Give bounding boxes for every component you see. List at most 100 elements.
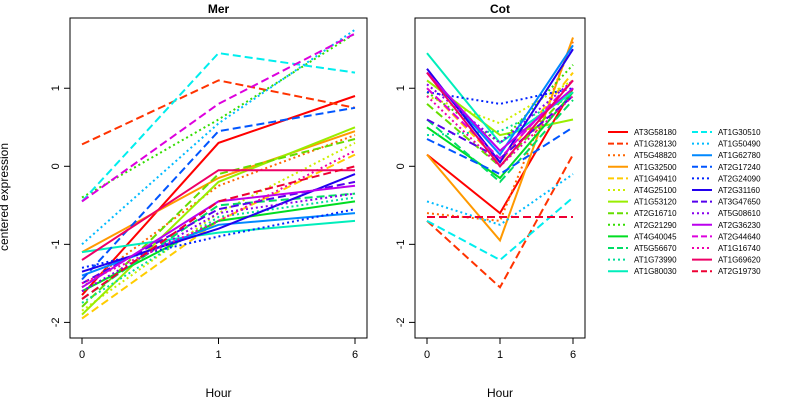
series-line-AT1G28130 [426,154,574,289]
legend-label: AT5G48820 [634,151,677,160]
legend-label: AT2G16710 [634,209,677,218]
legend-item: AT5G56670 [608,244,677,253]
y-tick-label: 0 [395,163,407,169]
legend-item: AT1G49410 [608,174,677,183]
y-tick-label: -1 [50,239,62,249]
legend-item: AT5G48820 [608,151,677,160]
series-line-AT5G48820 [81,134,356,289]
series-line-AT3G58180 [81,95,356,296]
legend-label: AT2G19730 [718,267,761,276]
series-line-AT1G49410 [81,153,356,320]
y-tick-label: 0 [50,163,62,169]
series-line-AT2G31160 [81,173,356,273]
series-line-AT1G69620 [426,71,574,168]
series-line-AT5G56670 [426,99,574,184]
x-tick-label: 1 [215,349,221,361]
legend-label: AT1G80030 [634,267,677,276]
series-line-AT1G30510 [81,52,356,203]
legend-label: AT4G40045 [634,232,677,241]
series-line-AT1G32500 [81,130,356,253]
legend-item: AT4G25100 [608,186,677,195]
legend-item: AT5G08610 [692,209,761,218]
x-tick-label: 6 [352,349,358,361]
x-axis-label: Hour [205,386,231,400]
series-line-AT1G62780 [81,212,356,277]
legend-item: AT1G53120 [608,198,677,207]
y-tick-label: -2 [50,317,62,327]
legend-label: AT1G28130 [634,140,677,149]
series-line-AT4G40045 [426,91,574,180]
panel-0: Mer -2 -1 0 1 0 1 6 Hour [50,2,368,400]
legend-item: AT2G31160 [692,186,761,195]
x-tick-label: 0 [424,349,430,361]
legend-item: AT1G69620 [692,256,761,265]
legend-item: AT2G44640 [692,232,761,241]
legend-label: AT4G25100 [634,186,677,195]
series-line-AT1G69620 [81,169,355,261]
legend-label: AT1G62780 [718,151,761,160]
x-tick-label: 6 [570,349,576,361]
legend-item: AT1G28130 [608,140,677,149]
legend-label: AT1G73990 [634,256,677,265]
legend-label: AT1G16740 [718,244,761,253]
legend-label: AT2G17240 [718,163,761,172]
series-line-AT1G53120 [81,126,356,316]
legend-label: AT2G44640 [718,232,761,241]
series-line-AT1G50490 [426,173,574,226]
legend-label: AT1G32500 [634,163,677,172]
series-line-AT3G58180 [426,87,574,215]
series-line-AT1G30510 [426,196,574,262]
x-tick-label: 1 [497,349,503,361]
legend-item: AT2G21290 [608,221,677,230]
y-tick-label: -1 [395,239,407,249]
legend-item: AT2G19730 [692,267,761,276]
legend-item: AT2G17240 [692,163,761,172]
x-tick-label: 0 [79,349,85,361]
panel-1: Cot -2 -1 0 1 0 1 6 Hour [395,2,586,400]
legend-item: AT2G36230 [692,221,761,230]
legend-label: AT5G56670 [634,244,677,253]
series-line-AT1G28130 [81,79,356,146]
series-line-AT2G17240 [426,126,574,176]
legend-item: AT1G32500 [608,163,677,172]
series-line-AT1G50490 [81,28,356,246]
series-line-AT2G44640 [426,79,574,160]
y-axis-label: centered expression [0,143,11,251]
series-line-AT3G47650 [426,95,574,160]
legend-item: AT1G62780 [692,151,761,160]
legend-item: AT1G16740 [692,244,761,253]
y-tick-label: 1 [395,85,407,91]
legend-item: AT3G47650 [692,198,761,207]
legend-item: AT1G73990 [608,256,677,265]
legend-label: AT1G30510 [718,128,761,137]
series-line-AT1G16740 [81,149,356,285]
legend-label: AT2G31160 [718,186,761,195]
series-line-AT1G80030 [81,219,356,254]
series-line-AT2G36230 [81,184,356,289]
panel-title: Mer [208,2,230,16]
series-line-AT2G44640 [81,32,356,203]
legend-label: AT1G69620 [718,256,761,265]
legend-item: AT1G30510 [692,128,761,137]
legend-label: AT1G50490 [718,140,761,149]
series-line-AT2G17240 [81,106,356,281]
legend-label: AT3G47650 [718,198,761,207]
legend-label: AT2G21290 [634,221,677,230]
legend-item: AT1G50490 [692,140,761,149]
legend-label: AT5G08610 [718,209,761,218]
legend-label: AT3G58180 [634,128,677,137]
series-line-AT2G21290 [426,64,574,145]
series-line-AT1G73990 [81,196,356,304]
legend-label: AT1G53120 [634,198,677,207]
legend-item: AT4G40045 [608,232,677,241]
legend-label: AT1G49410 [634,174,677,183]
legend: AT3G58180 AT1G28130 AT5G48820 AT1G32500 AT1G… [608,128,761,276]
legend-label: AT2G24090 [718,174,761,183]
x-axis-label: Hour [487,386,513,400]
panel-title: Cot [490,2,510,16]
legend-item: AT2G16710 [608,209,677,218]
y-tick-label: 1 [50,85,62,91]
panels-layer: Mer -2 -1 0 1 0 1 6 Hour Cot -2 -1 0 1 0 1 6 Hour [50,2,586,400]
series-line-AT2G19730 [81,165,356,300]
